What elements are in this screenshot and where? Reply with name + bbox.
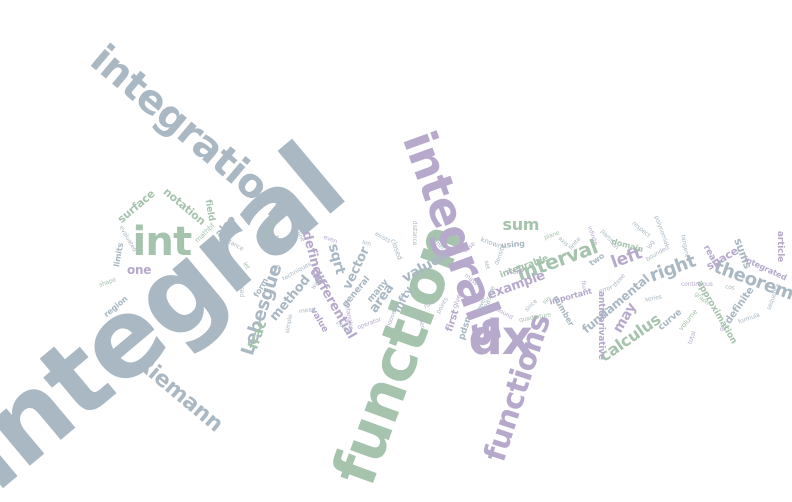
word-series: series — [643, 293, 662, 304]
word-closed: closed — [388, 237, 404, 261]
word-respect: respect — [630, 220, 652, 240]
word-dx: dx — [468, 310, 533, 366]
word-formula: formula — [737, 311, 761, 326]
word-total: total — [686, 330, 698, 346]
word-error: error — [598, 283, 614, 296]
word-antiderivative: antiderivative — [595, 290, 606, 360]
word-work: work — [507, 267, 524, 276]
word-integration: integration — [81, 36, 299, 228]
word-one: one — [127, 263, 152, 277]
word-article: article — [774, 230, 785, 262]
word-exists: exists — [373, 230, 392, 245]
word-set: set — [482, 259, 491, 270]
word-simple: simple — [283, 313, 294, 334]
word-continuous: continuous — [681, 281, 713, 288]
word-sqrt: sqrt — [324, 242, 348, 276]
word-used: used — [237, 283, 245, 297]
word-sum: sum — [502, 215, 540, 234]
word-int: int — [132, 219, 193, 265]
word-real: real — [700, 243, 719, 265]
word-log: log — [645, 239, 656, 251]
word-distance: distance — [411, 220, 419, 246]
word-flux: flux — [578, 280, 588, 292]
word-integral: integral — [0, 121, 367, 502]
word-cos: cos — [724, 283, 736, 292]
